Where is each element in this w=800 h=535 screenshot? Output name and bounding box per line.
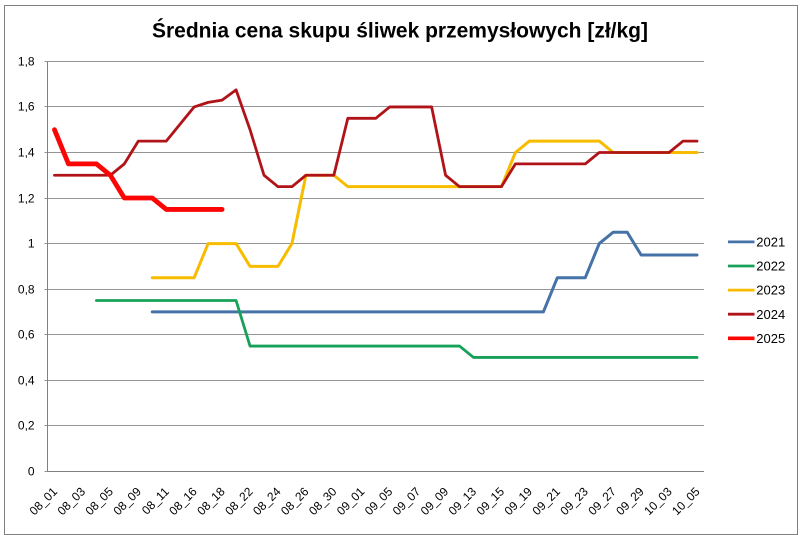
svg-text:2025: 2025 — [756, 331, 785, 346]
svg-text:0,2: 0,2 — [18, 419, 35, 433]
svg-text:1,4: 1,4 — [18, 146, 35, 160]
svg-text:2023: 2023 — [756, 283, 785, 298]
svg-text:0,8: 0,8 — [18, 283, 35, 297]
svg-text:0,6: 0,6 — [18, 328, 35, 342]
svg-text:2022: 2022 — [756, 259, 785, 274]
svg-text:1,2: 1,2 — [18, 192, 35, 206]
svg-text:1,8: 1,8 — [18, 55, 35, 69]
svg-text:0: 0 — [28, 465, 35, 479]
svg-text:2024: 2024 — [756, 307, 785, 322]
svg-text:1,6: 1,6 — [18, 100, 35, 114]
svg-text:1: 1 — [28, 237, 35, 251]
svg-text:Średnia cena skupu śliwek prze: Średnia cena skupu śliwek przemysłowych … — [152, 19, 648, 43]
svg-text:0,4: 0,4 — [18, 374, 35, 388]
svg-text:2021: 2021 — [756, 235, 785, 250]
